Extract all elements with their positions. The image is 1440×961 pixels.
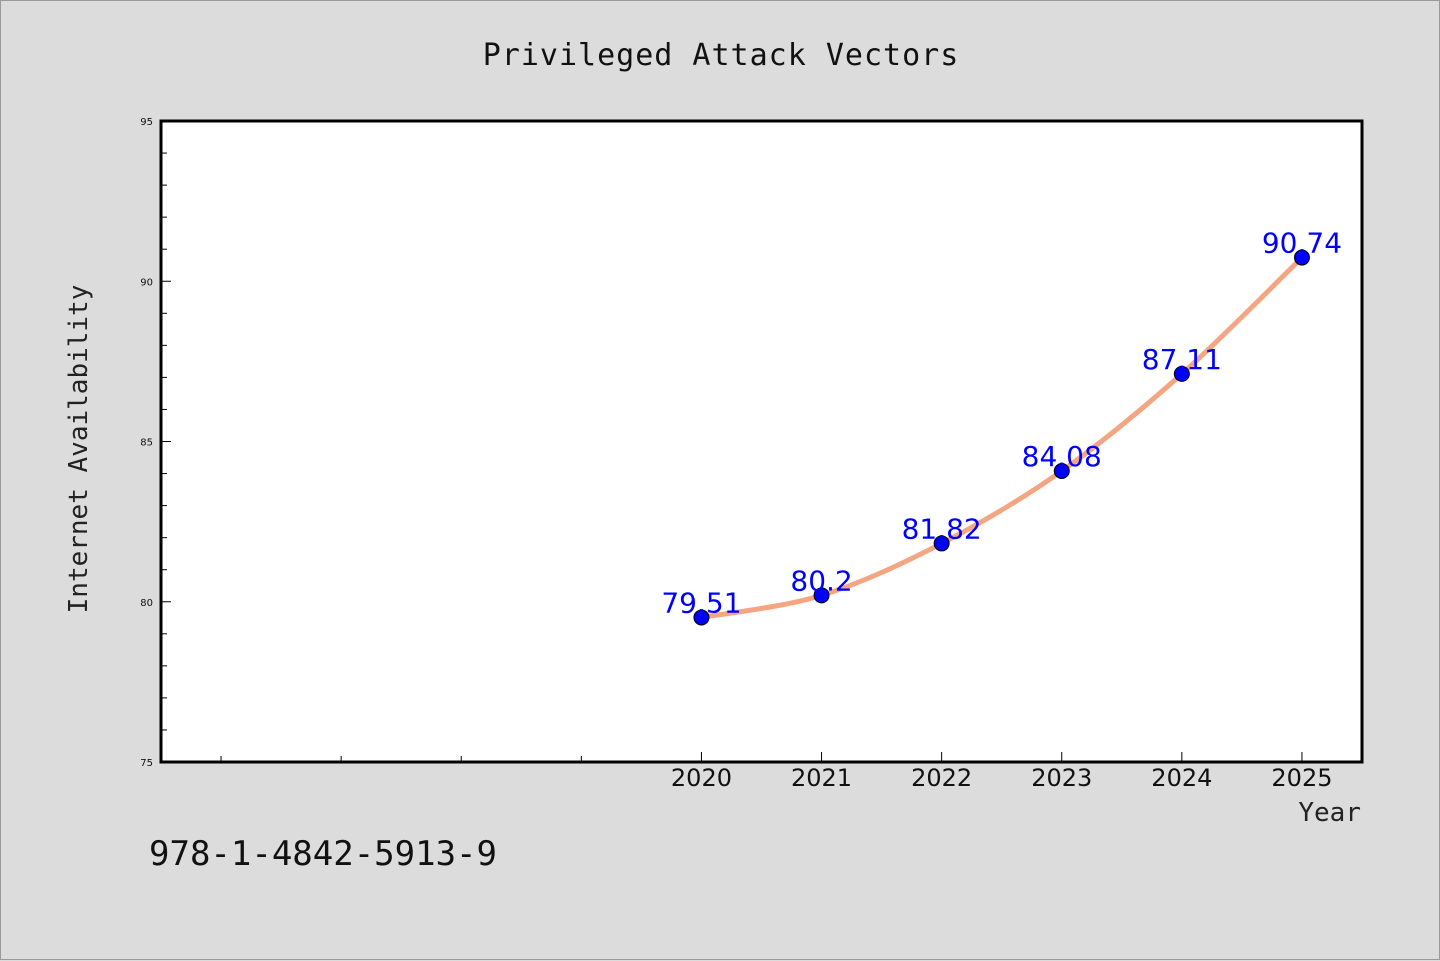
data-point — [813, 587, 830, 604]
y-axis-label: Internet Availability — [64, 285, 94, 614]
data-point — [1173, 365, 1190, 382]
x-axis: 2020 2021 2022 2023 2024 2025 — [220, 752, 1332, 792]
data-point — [933, 535, 950, 552]
plot-area — [159, 119, 1364, 764]
data-label: 90.74 — [1262, 227, 1342, 260]
data-label: 87.11 — [1142, 343, 1222, 376]
data-label: 84.08 — [1022, 440, 1102, 473]
x-tick-label: 2024 — [1151, 764, 1212, 792]
data-label: 80.2 — [790, 564, 852, 597]
x-tick-label: 2023 — [1031, 764, 1092, 792]
y-axis: 75 80 85 90 95 — [140, 117, 171, 769]
data-point — [1293, 249, 1310, 266]
data-label: 79.51 — [661, 586, 741, 619]
data-label: 81.82 — [902, 512, 982, 545]
x-tick-label: 2022 — [911, 764, 972, 792]
series-layer — [693, 249, 1310, 626]
y-tick-label: 95 — [140, 117, 153, 128]
x-axis-label: Year — [1298, 798, 1361, 828]
series-line — [698, 255, 1305, 620]
x-tick-label: 2025 — [1271, 764, 1332, 792]
data-point — [1053, 462, 1070, 479]
y-tick-label: 90 — [140, 277, 153, 288]
x-tick-label: 2021 — [791, 764, 852, 792]
data-label-layer: 79.51 80.2 81.82 84.08 87.11 90.74 — [661, 227, 1342, 620]
chart-title: Privileged Attack Vectors — [483, 38, 960, 73]
y-tick-label: 75 — [140, 758, 153, 769]
y-tick-label: 85 — [140, 438, 153, 449]
x-tick-label: 2020 — [671, 764, 732, 792]
isbn-code: 978-1-4842-5913-9 — [149, 834, 497, 874]
y-tick-label: 80 — [140, 598, 153, 609]
data-point — [693, 609, 710, 626]
